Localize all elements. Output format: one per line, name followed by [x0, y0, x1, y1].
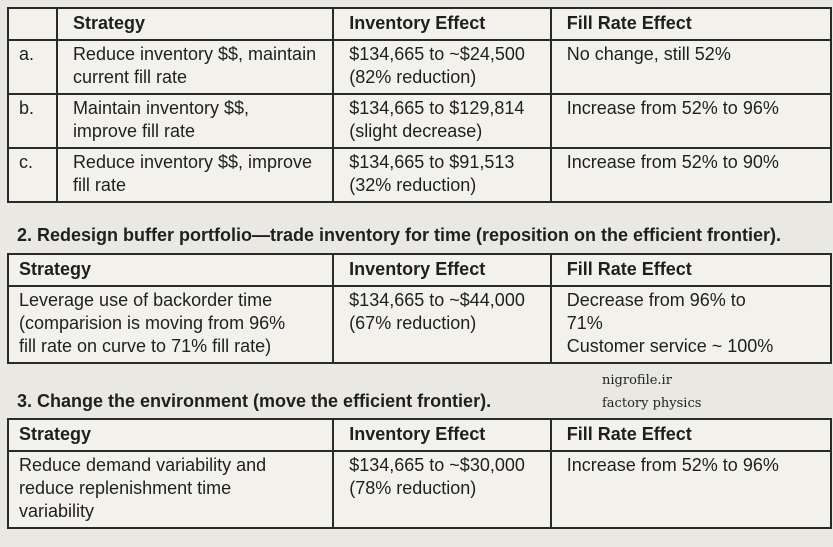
strategy-line: variability: [19, 501, 95, 521]
strategy-line: fill rate on curve to 71% fill rate): [19, 336, 272, 356]
inventory-cell: $134,665 to ~$44,000 (67% reduction): [332, 285, 552, 364]
table-row: Reduce demand variability and reduce rep…: [6, 450, 833, 529]
strategy-line: Leverage use of backorder time: [19, 290, 273, 310]
header-letter: [7, 7, 58, 41]
strategy-cell: Leverage use of backorder time (comparis…: [6, 285, 335, 364]
inventory-line: $134,665 to $91,513: [349, 152, 515, 172]
row-letter: c.: [7, 147, 58, 203]
strategy-line: Reduce inventory $$, maintain: [72, 44, 317, 64]
fill-rate-line: No change, still 52%: [566, 44, 731, 64]
strategy-line: improve fill rate: [72, 121, 195, 141]
table-row: c. Reduce inventory $$, improve fill rat…: [7, 147, 833, 203]
inventory-line: (slight decrease): [349, 121, 483, 141]
header-strategy: Strategy: [6, 418, 335, 452]
section-3-heading: 3. Change the environment (move the effi…: [17, 391, 492, 411]
strategy-table-2: Strategy Inventory Effect Fill Rate Effe…: [6, 253, 833, 364]
strategy-line: fill rate: [72, 175, 126, 195]
strategy-table-3: Strategy Inventory Effect Fill Rate Effe…: [6, 418, 833, 529]
inventory-line: $134,665 to $129,814: [349, 98, 525, 118]
fill-rate-cell: Increase from 52% to 90%: [549, 147, 833, 203]
inventory-line: (78% reduction): [349, 478, 477, 498]
fill-rate-line: Increase from 52% to 96%: [566, 455, 779, 475]
strategy-line: Reduce demand variability and: [19, 455, 267, 475]
inventory-cell: $134,665 to ~$30,000 (78% reduction): [332, 450, 552, 529]
strategy-line: (comparision is moving from 96%: [19, 313, 286, 333]
section-2-heading: 2. Redesign buffer portfolio—trade inven…: [17, 225, 782, 245]
row-letter: a.: [7, 39, 58, 95]
table-header-row: Strategy Inventory Effect Fill Rate Effe…: [6, 253, 833, 287]
inventory-cell: $134,665 to $91,513 (32% reduction): [332, 147, 552, 203]
strategy-line: reduce replenishment time: [19, 478, 232, 498]
inventory-cell: $134,665 to $129,814 (slight decrease): [332, 93, 552, 149]
table-row: b. Maintain inventory $$, improve fill r…: [7, 93, 833, 149]
strategy-cell: Reduce inventory $$, maintain current fi…: [55, 39, 335, 95]
fill-rate-line: Increase from 52% to 96%: [566, 98, 779, 118]
header-fill-rate-effect: Fill Rate Effect: [549, 418, 833, 452]
fill-rate-cell: No change, still 52%: [549, 39, 833, 95]
header-strategy: Strategy: [55, 7, 335, 41]
strategy-line: current fill rate: [72, 67, 187, 87]
strategy-table-1: Strategy Inventory Effect Fill Rate Effe…: [7, 7, 833, 203]
fill-rate-cell: Increase from 52% to 96%: [549, 93, 833, 149]
table-header-row: Strategy Inventory Effect Fill Rate Effe…: [7, 7, 833, 41]
strategy-line: Maintain inventory $$,: [72, 98, 250, 118]
header-inventory-effect: Inventory Effect: [332, 418, 552, 452]
table-row: a. Reduce inventory $$, maintain current…: [7, 39, 833, 95]
inventory-line: (67% reduction): [349, 313, 477, 333]
inventory-line: $134,665 to ~$44,000: [349, 290, 525, 310]
strategy-cell: Maintain inventory $$, improve fill rate: [55, 93, 335, 149]
header-fill-rate-effect: Fill Rate Effect: [549, 253, 833, 287]
fill-rate-cell: Increase from 52% to 96%: [549, 450, 833, 529]
header-fill-rate-effect: Fill Rate Effect: [549, 7, 833, 41]
fill-rate-line: 71%: [566, 313, 603, 333]
inventory-line: (82% reduction): [349, 67, 477, 87]
fill-rate-line: Decrease from 96% to: [566, 290, 746, 310]
watermark-site: nigrofile.ir: [602, 373, 672, 388]
inventory-cell: $134,665 to ~$24,500 (82% reduction): [332, 39, 552, 95]
watermark-title: factory physics: [602, 396, 702, 411]
header-strategy: Strategy: [6, 253, 335, 287]
fill-rate-line: Customer service ~ 100%: [566, 336, 774, 356]
fill-rate-line: Increase from 52% to 90%: [566, 152, 779, 172]
inventory-line: $134,665 to ~$30,000: [349, 455, 525, 475]
table-row: Leverage use of backorder time (comparis…: [6, 285, 833, 364]
strategy-cell: Reduce demand variability and reduce rep…: [6, 450, 335, 529]
fill-rate-cell: Decrease from 96% to 71% Customer servic…: [549, 285, 833, 364]
header-inventory-effect: Inventory Effect: [332, 7, 552, 41]
row-letter: b.: [7, 93, 58, 149]
header-inventory-effect: Inventory Effect: [332, 253, 552, 287]
strategy-line: Reduce inventory $$, improve: [72, 152, 313, 172]
inventory-line: $134,665 to ~$24,500: [349, 44, 525, 64]
table-header-row: Strategy Inventory Effect Fill Rate Effe…: [6, 418, 833, 452]
strategy-cell: Reduce inventory $$, improve fill rate: [55, 147, 335, 203]
inventory-line: (32% reduction): [349, 175, 477, 195]
